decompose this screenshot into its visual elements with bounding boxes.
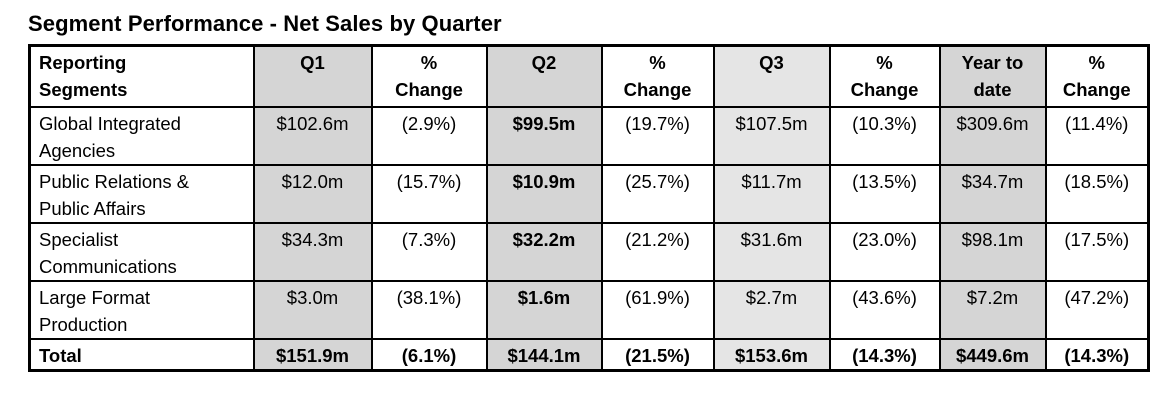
cell-ytd: $34.7m xyxy=(938,163,1047,224)
cell-ytd: $309.6m xyxy=(938,105,1047,166)
header-year-to-date: Year to date xyxy=(938,44,1047,108)
cell-q3: $2.7m xyxy=(712,279,831,340)
cell-q2: $144.1m xyxy=(485,337,603,371)
cell-q2-change: (21.2%) xyxy=(600,221,715,282)
cell-q1-change: (6.1%) xyxy=(370,337,488,371)
cell-ytd-change: (17.5%) xyxy=(1044,221,1150,282)
cell-q2-change: (61.9%) xyxy=(600,279,715,340)
header-ytd-change: % Change xyxy=(1044,44,1150,108)
cell-ytd-change: (14.3%) xyxy=(1044,337,1150,371)
cell-q2: $99.5m xyxy=(485,105,603,166)
cell-q1-change: (2.9%) xyxy=(370,105,488,166)
segment-performance-table: Reporting Segments Q1 % Change Q2 % Chan… xyxy=(28,44,1150,372)
cell-q3-change: (13.5%) xyxy=(828,163,941,224)
cell-q1-change: (15.7%) xyxy=(370,163,488,224)
header-row: Reporting Segments Q1 % Change Q2 % Chan… xyxy=(28,44,1150,108)
cell-q1-change: (7.3%) xyxy=(370,221,488,282)
cell-q3-change: (10.3%) xyxy=(828,105,941,166)
cell-segment: Total xyxy=(28,337,255,371)
cell-q3-change: (43.6%) xyxy=(828,279,941,340)
cell-q2-change: (21.5%) xyxy=(600,337,715,371)
cell-q1: $34.3m xyxy=(252,221,373,282)
cell-q2-change: (25.7%) xyxy=(600,163,715,224)
cell-segment: Global Integrated Agencies xyxy=(28,105,255,166)
cell-segment: Public Relations & Public Affairs xyxy=(28,163,255,224)
cell-q3: $107.5m xyxy=(712,105,831,166)
cell-q2: $10.9m xyxy=(485,163,603,224)
cell-ytd-change: (11.4%) xyxy=(1044,105,1150,166)
cell-ytd: $7.2m xyxy=(938,279,1047,340)
cell-q3-change: (14.3%) xyxy=(828,337,941,371)
header-q1: Q1 xyxy=(252,44,373,108)
header-q2: Q2 xyxy=(485,44,603,108)
table-row: Global Integrated Agencies $102.6m (2.9%) $… xyxy=(28,105,1150,166)
document-page: Segment Performance - Net Sales by Quart… xyxy=(28,11,1150,372)
cell-q1: $12.0m xyxy=(252,163,373,224)
cell-ytd-change: (18.5%) xyxy=(1044,163,1150,224)
table-row: Large Format Production $3.0m (38.1%) $1.6m… xyxy=(28,279,1150,340)
cell-q1: $3.0m xyxy=(252,279,373,340)
header-q2-change: % Change xyxy=(600,44,715,108)
cell-q3: $11.7m xyxy=(712,163,831,224)
cell-q2-change: (19.7%) xyxy=(600,105,715,166)
header-q1-change: % Change xyxy=(370,44,488,108)
cell-q3: $153.6m xyxy=(712,337,831,371)
cell-segment: Specialist Communications xyxy=(28,221,255,282)
cell-q1-change: (38.1%) xyxy=(370,279,488,340)
header-reporting-segments: Reporting Segments xyxy=(28,44,255,108)
cell-segment: Large Format Production xyxy=(28,279,255,340)
cell-ytd: $98.1m xyxy=(938,221,1047,282)
table-row: Public Relations & Public Affairs $12.0m(… xyxy=(28,163,1150,224)
cell-q1: $102.6m xyxy=(252,105,373,166)
table-body: Global Integrated Agencies $102.6m (2.9%) $… xyxy=(28,105,1150,371)
cell-q1: $151.9m xyxy=(252,337,373,371)
cell-ytd: $449.6m xyxy=(938,337,1047,371)
header-q3-change: % Change xyxy=(828,44,941,108)
cell-q3-change: (23.0%) xyxy=(828,221,941,282)
table-row: Specialist Communications $34.3m (7.3%) $32… xyxy=(28,221,1150,282)
header-q3: Q3 xyxy=(712,44,831,108)
cell-q2: $1.6m xyxy=(485,279,603,340)
cell-q2: $32.2m xyxy=(485,221,603,282)
table-header: Reporting Segments Q1 % Change Q2 % Chan… xyxy=(28,44,1150,108)
page-title: Segment Performance - Net Sales by Quart… xyxy=(28,11,502,36)
total-row: Total $151.9m (6.1%) $144.1m (21.5%) $153.6m(… xyxy=(28,337,1150,371)
cell-ytd-change: (47.2%) xyxy=(1044,279,1150,340)
cell-q3: $31.6m xyxy=(712,221,831,282)
